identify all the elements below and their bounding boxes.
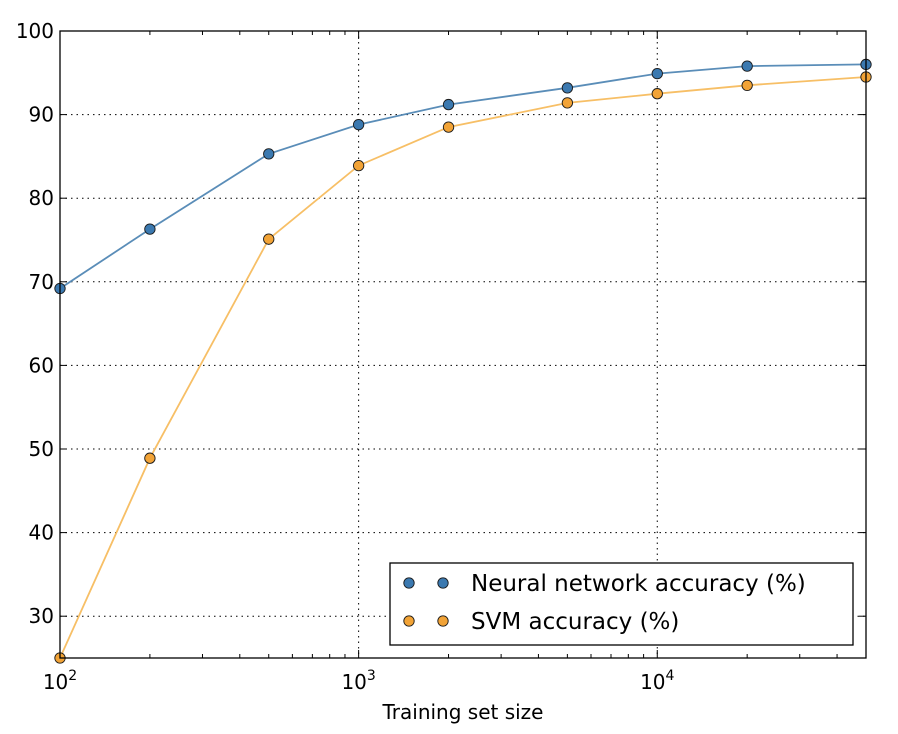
legend-marker — [403, 615, 415, 627]
legend: Neural network accuracy (%) SVM accuracy… — [389, 562, 854, 646]
data-point — [144, 452, 156, 464]
y-tick-label: 50 — [29, 437, 54, 461]
data-point — [442, 98, 455, 111]
legend-marker — [437, 577, 449, 589]
data-point — [144, 223, 156, 235]
data-point — [741, 60, 753, 72]
data-point — [442, 121, 455, 133]
plot-frame — [59, 30, 867, 659]
x-axis-label: Training set size — [382, 700, 544, 724]
data-point — [561, 82, 574, 94]
legend-box — [389, 562, 854, 646]
data-point — [651, 67, 663, 80]
y-tick-label: 40 — [29, 521, 54, 545]
grid — [60, 31, 866, 658]
data-point — [263, 233, 275, 245]
y-tick-label: 60 — [29, 353, 54, 377]
y-tick-label: 70 — [29, 270, 54, 294]
data-point — [352, 118, 365, 131]
data-point — [741, 79, 753, 91]
data-point — [561, 97, 574, 109]
data-point — [263, 148, 275, 160]
y-tick-label: 30 — [29, 604, 54, 628]
series-line-0 — [60, 63, 866, 290]
x-tick-label: 102 — [43, 668, 77, 694]
data-point — [651, 88, 663, 100]
y-tick-label: 100 — [16, 19, 54, 43]
legend-label-neural-network: Neural network accuracy (%) — [471, 571, 806, 597]
series-points — [54, 58, 872, 664]
data-point — [352, 159, 365, 172]
axis-ticks: 30 40 50 60 70 80 90 100 102 103 104 — [16, 19, 866, 694]
x-tick-label: 104 — [640, 668, 674, 694]
y-tick-label: 80 — [29, 186, 54, 210]
x-tick-label: 103 — [341, 668, 375, 694]
legend-marker — [437, 615, 449, 627]
legend-label-svm: SVM accuracy (%) — [471, 609, 679, 635]
y-tick-label: 90 — [29, 103, 54, 127]
legend-marker — [403, 577, 415, 589]
